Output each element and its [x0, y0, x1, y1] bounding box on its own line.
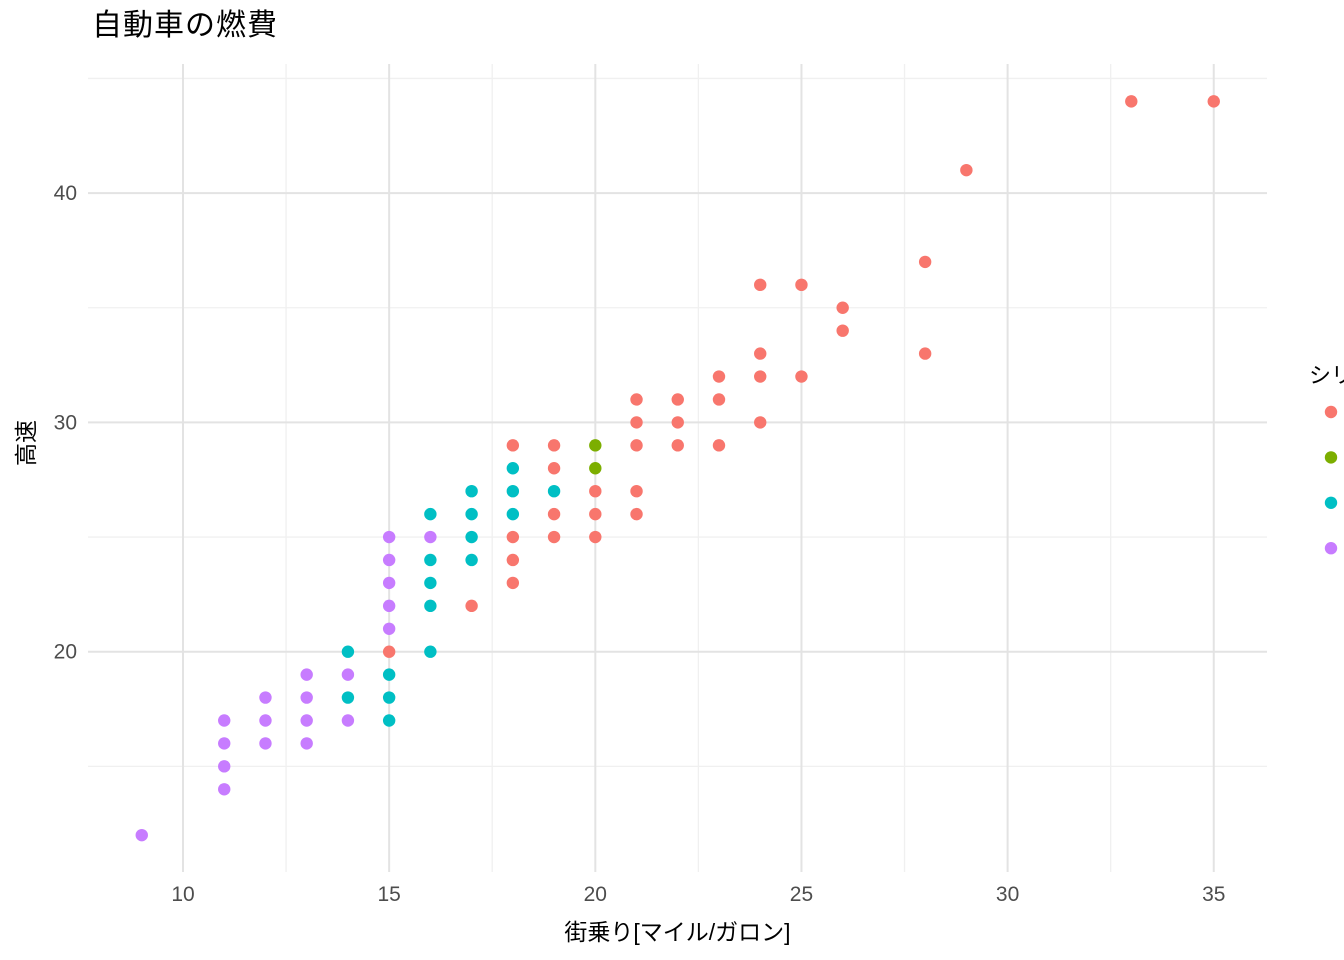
data-point: [259, 714, 272, 727]
data-point: [218, 737, 231, 750]
data-point: [589, 462, 602, 475]
data-point: [341, 714, 355, 727]
data-point: [506, 507, 520, 521]
data-point: [465, 599, 478, 613]
data-point: [547, 484, 561, 498]
data-point: [712, 439, 726, 452]
chart-title: 自動車の燃費: [92, 9, 278, 42]
data-point: [382, 530, 396, 544]
data-point: [671, 439, 684, 452]
data-point: [424, 576, 437, 590]
data-point: [382, 599, 396, 613]
x-tick-label: 25: [790, 883, 813, 906]
legend-key-swatch: [1324, 405, 1338, 419]
data-point: [918, 255, 932, 269]
data-point: [382, 576, 396, 590]
data-point: [754, 347, 767, 360]
data-point: [754, 370, 767, 383]
data-point: [547, 462, 561, 475]
data-point: [630, 393, 643, 406]
data-point: [341, 645, 355, 658]
data-point: [424, 507, 437, 521]
data-point: [424, 553, 437, 567]
data-point: [382, 645, 396, 658]
data-point: [795, 370, 808, 383]
data-point: [465, 507, 478, 521]
data-point: [754, 278, 767, 292]
legend-key-swatch: [1324, 451, 1338, 464]
data-point: [630, 507, 643, 521]
data-point: [836, 301, 849, 314]
data-point: [465, 530, 478, 544]
y-tick-label: 40: [54, 182, 77, 205]
data-point: [382, 553, 396, 567]
data-point: [218, 760, 231, 773]
data-point: [300, 737, 313, 750]
data-point: [754, 416, 767, 429]
data-point: [218, 783, 231, 796]
data-point: [506, 576, 520, 590]
data-point: [300, 714, 313, 727]
data-point: [589, 507, 602, 521]
data-point: [135, 828, 148, 842]
data-point: [712, 370, 726, 383]
data-point: [671, 393, 684, 406]
data-point: [630, 439, 643, 452]
data-point: [836, 324, 849, 337]
data-point: [341, 691, 355, 704]
x-tick-label: 20: [584, 883, 607, 906]
data-point: [424, 645, 437, 658]
legend-title: シリ: [1309, 363, 1344, 388]
y-axis-title: 高速: [13, 420, 39, 466]
data-point: [589, 530, 602, 544]
data-point: [382, 714, 396, 727]
data-point: [300, 668, 313, 681]
data-point: [259, 691, 272, 704]
data-point: [506, 484, 520, 498]
data-point: [506, 530, 520, 544]
data-point: [218, 714, 231, 727]
data-point: [382, 668, 396, 681]
data-point: [341, 668, 355, 681]
x-tick-label: 30: [996, 883, 1019, 906]
data-point: [1125, 95, 1138, 108]
y-tick-label: 30: [54, 411, 77, 434]
x-tick-label: 10: [171, 883, 194, 906]
data-point: [465, 484, 478, 498]
data-point: [712, 393, 726, 406]
data-point: [589, 439, 602, 452]
data-point: [671, 416, 684, 429]
x-tick-label: 35: [1202, 883, 1225, 906]
data-point: [382, 622, 396, 635]
data-point: [424, 530, 437, 544]
data-point: [382, 691, 396, 704]
data-point: [918, 347, 932, 360]
data-point: [547, 530, 561, 544]
data-point: [795, 278, 808, 292]
data-point: [1207, 95, 1220, 108]
data-point: [465, 553, 478, 567]
data-point: [960, 163, 973, 177]
x-axis-title: 街乗り[マイル/ガロン]: [564, 919, 791, 945]
data-point: [506, 553, 520, 567]
data-point: [259, 737, 272, 750]
data-point: [630, 484, 643, 498]
data-point: [506, 439, 520, 452]
data-point: [630, 416, 643, 429]
data-point: [547, 439, 561, 452]
x-tick-label: 15: [377, 883, 400, 906]
data-point: [300, 691, 313, 704]
data-point: [506, 462, 520, 475]
legend-key-swatch: [1324, 542, 1338, 555]
y-tick-label: 20: [54, 641, 77, 664]
data-point: [547, 507, 561, 521]
data-point: [589, 484, 602, 498]
legend-key-swatch: [1324, 496, 1338, 509]
data-point: [424, 599, 437, 613]
